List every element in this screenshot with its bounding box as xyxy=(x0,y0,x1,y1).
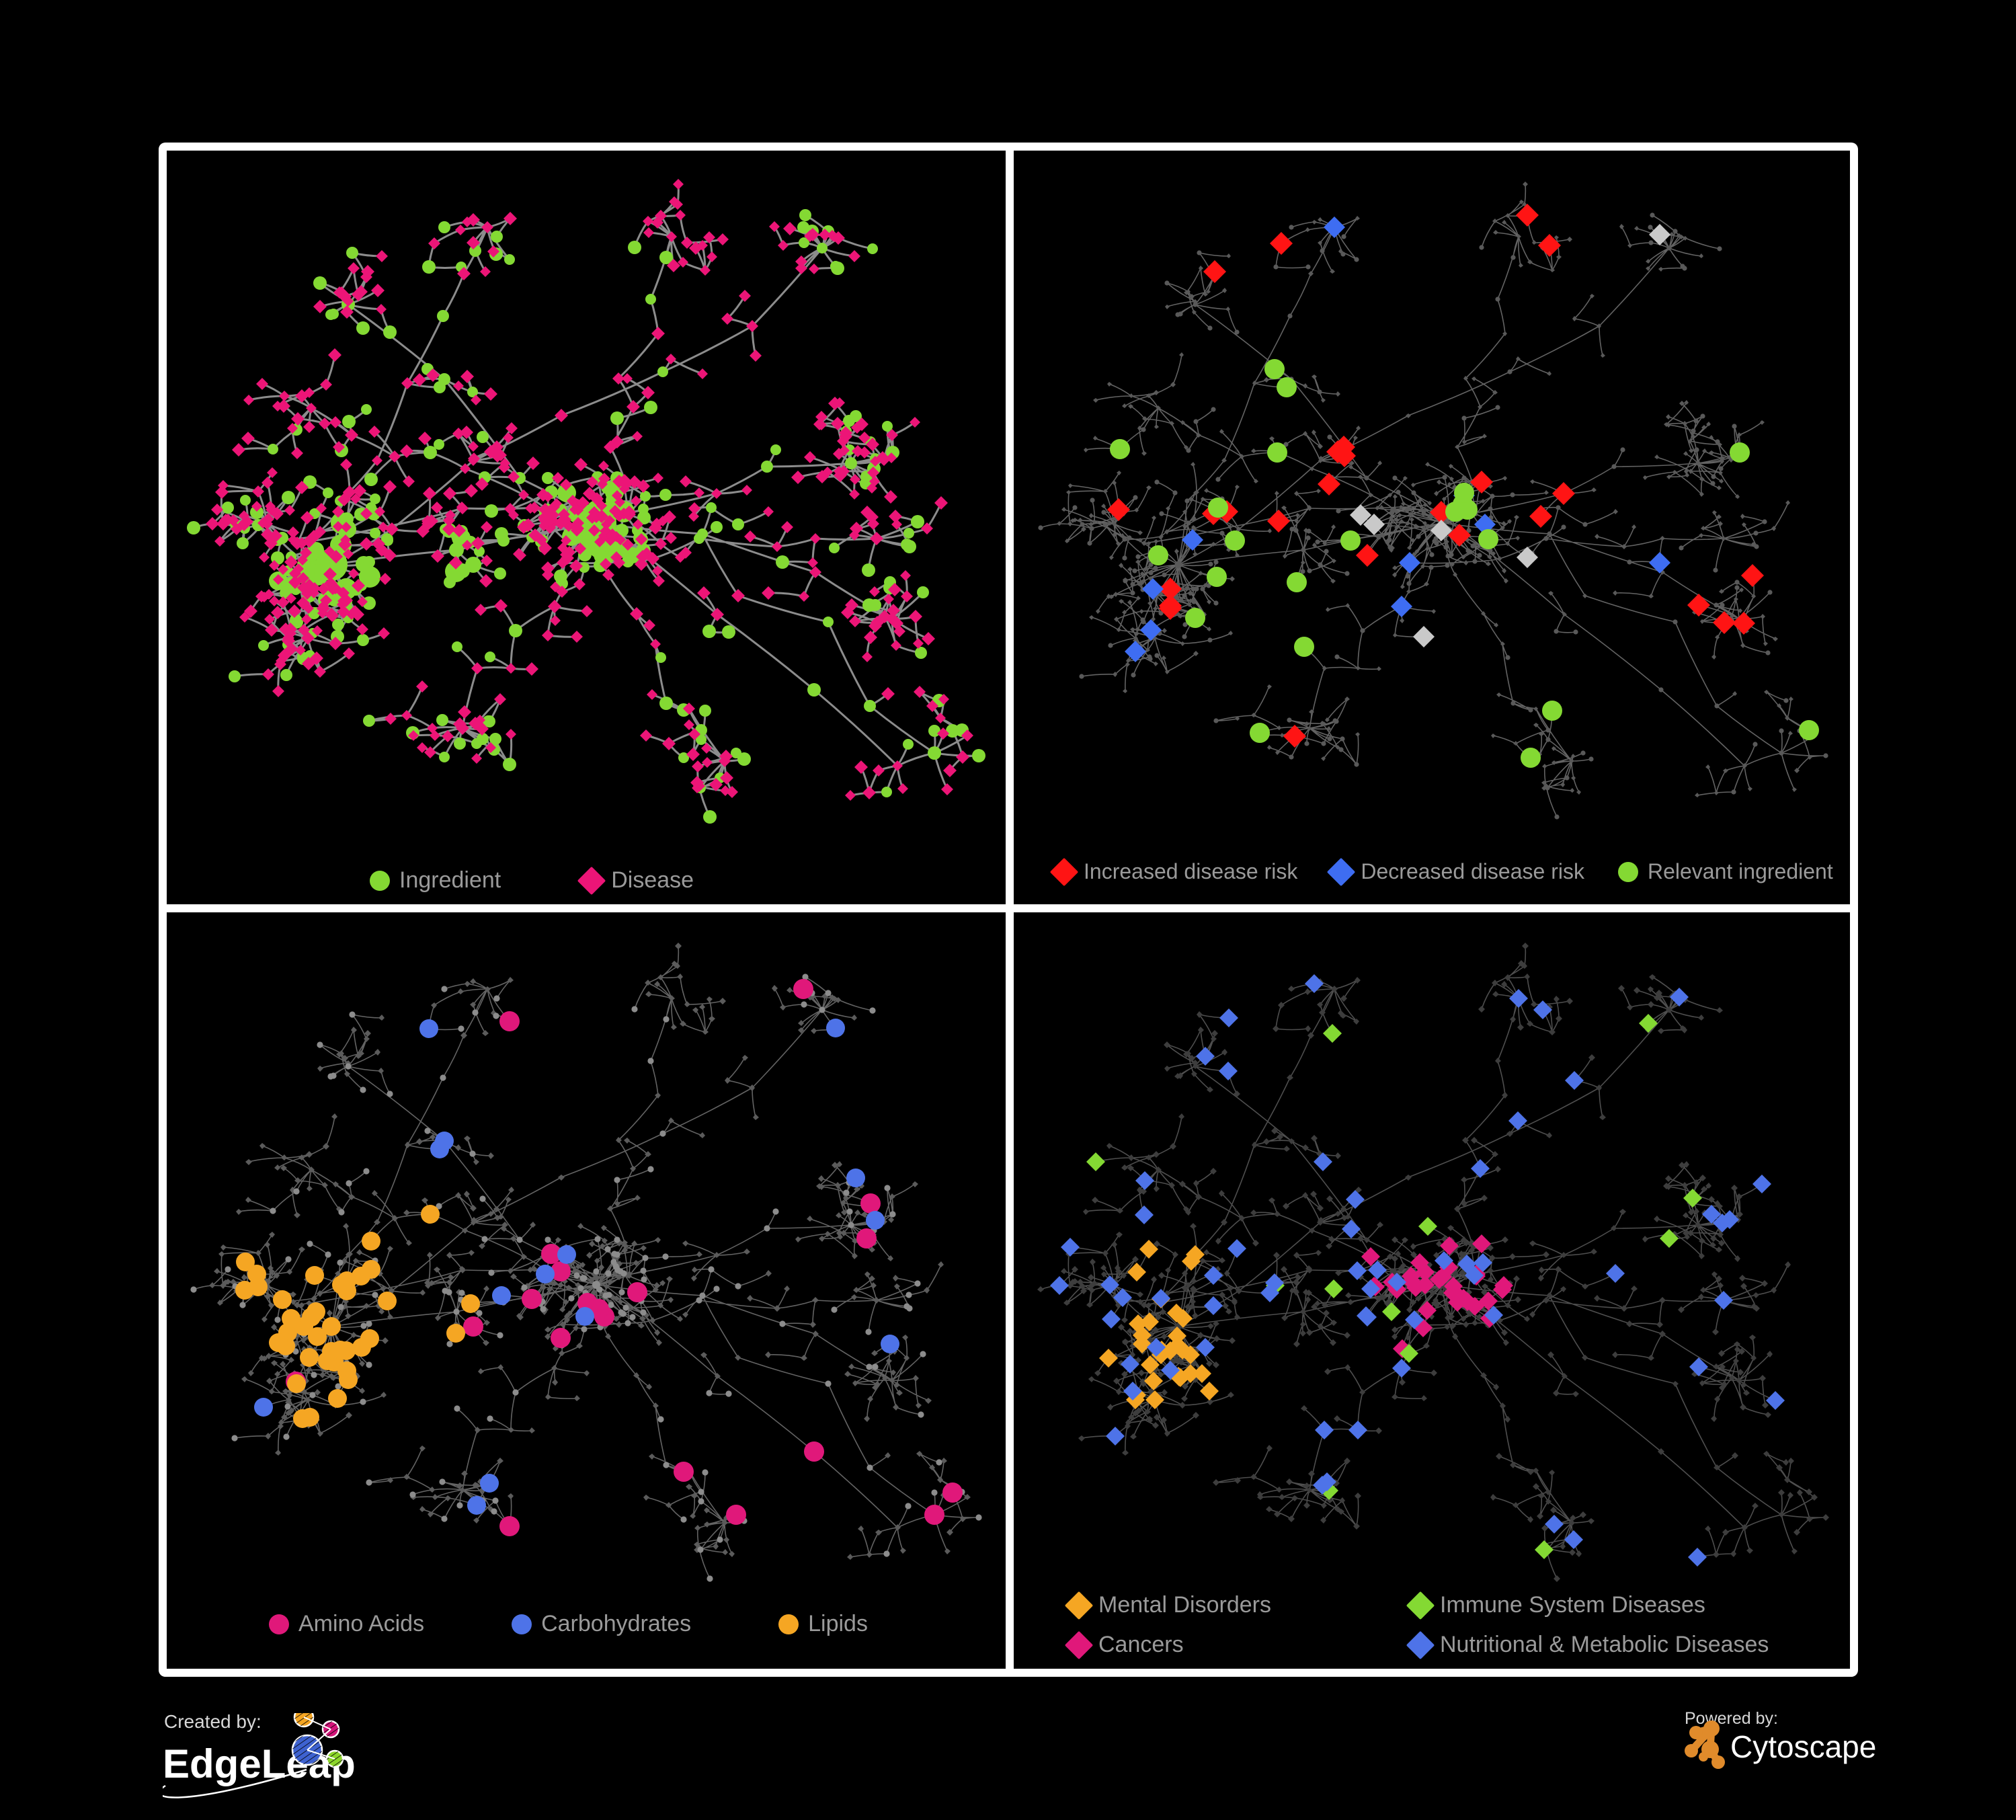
svg-text:Cytoscape: Cytoscape xyxy=(1730,1729,1876,1764)
svg-text:Powered by:: Powered by: xyxy=(1685,1712,1778,1728)
svg-text:Created by:: Created by: xyxy=(164,1713,261,1732)
svg-text:EdgeLeap: EdgeLeap xyxy=(163,1741,356,1786)
